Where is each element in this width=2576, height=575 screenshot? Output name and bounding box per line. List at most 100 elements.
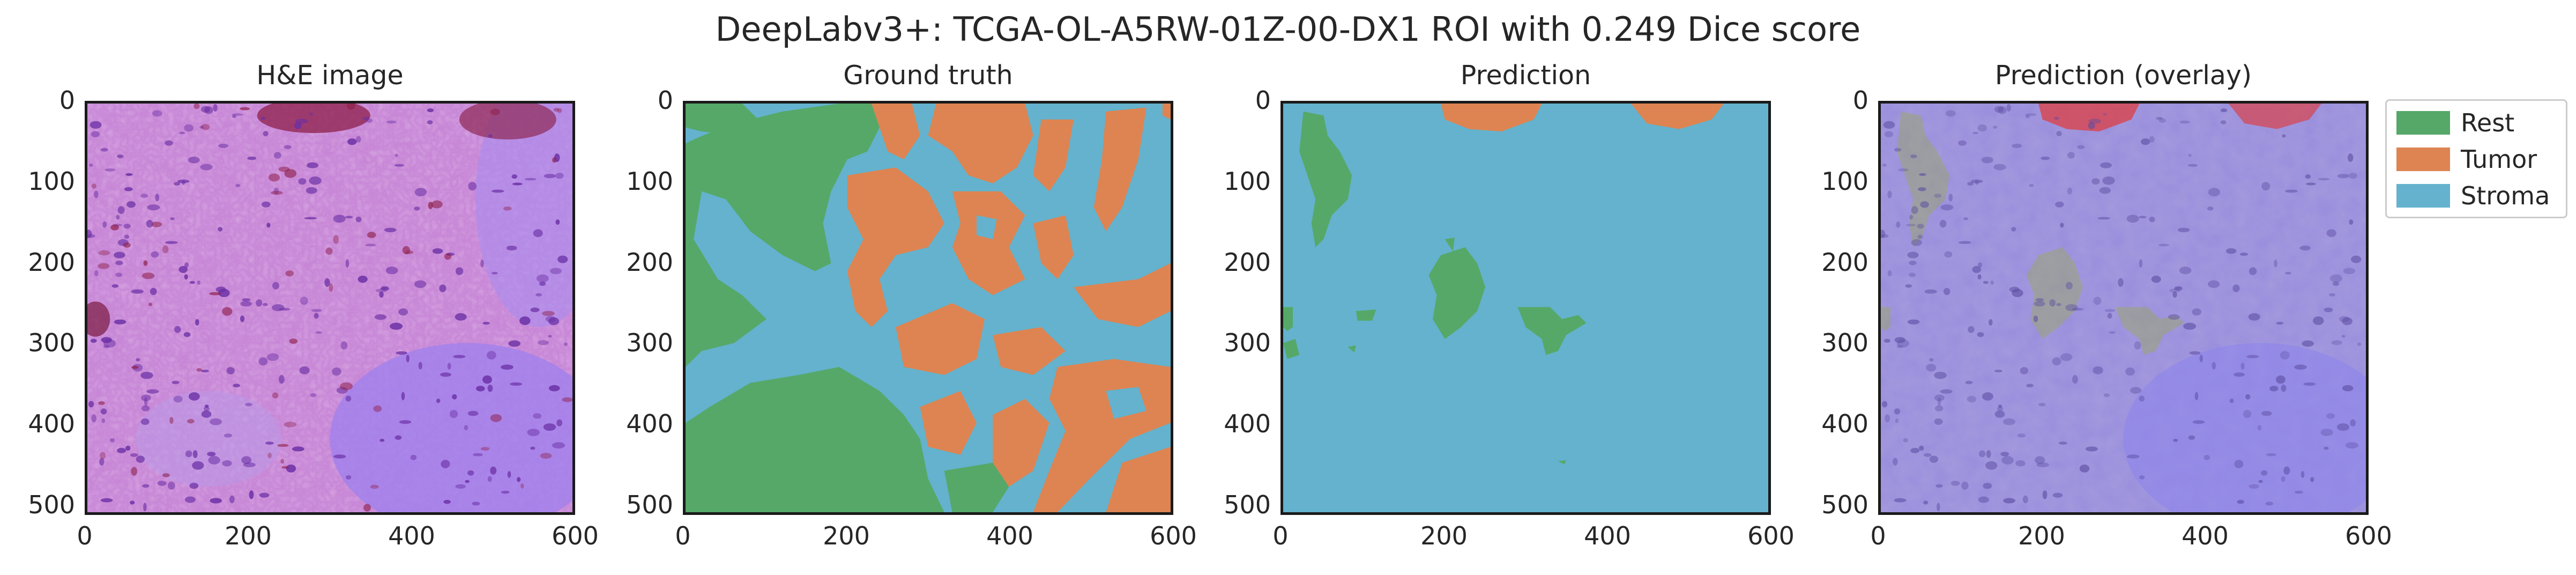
nucleus-mark (1950, 481, 1960, 486)
nucleus-mark (2350, 419, 2356, 426)
nucleus-mark (1937, 503, 1940, 512)
nucleus-mark (1986, 450, 1991, 459)
nucleus-mark (2276, 375, 2285, 384)
legend-swatch-tumor (2396, 148, 2450, 171)
nucleus-mark (2281, 476, 2285, 482)
nucleus-mark (1948, 194, 1953, 202)
he-purple-zone-1 (330, 343, 572, 512)
nucleus-mark (143, 503, 147, 512)
nucleus-mark (384, 227, 397, 232)
nucleus-mark (94, 270, 99, 277)
nucleus-mark (185, 450, 192, 458)
nucleus-mark (271, 190, 283, 195)
nucleus-mark (2233, 372, 2245, 377)
nucleus-mark (2056, 131, 2062, 137)
ytick-label: 300 (28, 328, 75, 358)
nucleus-mark (2302, 340, 2314, 347)
nucleus-mark (555, 219, 560, 225)
nucleus-mark (2337, 174, 2350, 179)
nucleus-mark (2102, 176, 2115, 185)
nucleus-mark (2333, 281, 2340, 286)
nucleus-mark (165, 241, 178, 244)
nucleus-mark (467, 470, 474, 476)
nucleus-mark (130, 453, 138, 457)
nucleus-mark (1978, 496, 1989, 503)
legend-item-stroma: Stroma (2396, 180, 2550, 211)
nucleus-mark (552, 442, 565, 449)
nucleus-mark (1934, 372, 1947, 379)
nucleus-mark (552, 157, 557, 163)
ytick-label: 500 (28, 490, 75, 519)
nucleus-mark (486, 351, 496, 360)
nucleus-mark (2283, 466, 2290, 475)
nucleus-mark (307, 162, 319, 168)
panel-prediction-overlay: Prediction (overlay) (1878, 60, 2369, 515)
nucleus-mark (131, 365, 139, 369)
panel-ground-truth: Ground truth (683, 60, 1173, 515)
he-dark-region-2 (459, 104, 556, 139)
nucleus-mark (2012, 143, 2022, 148)
nucleus-mark (2085, 446, 2098, 452)
nucleus-mark (279, 375, 285, 384)
nucleus-mark (199, 126, 204, 129)
xtick-label: 0 (1272, 521, 1289, 550)
nucleus-mark (453, 355, 466, 358)
nucleus-mark (1989, 319, 1993, 326)
nucleus-mark (240, 107, 250, 110)
pred-rest-5 (1347, 345, 1356, 353)
nucleus-mark (2265, 502, 2274, 506)
pred-rest-8 (1517, 307, 1587, 355)
nucleus-mark (2342, 317, 2353, 326)
nucleus-mark (91, 131, 100, 137)
nucleus-mark (98, 401, 105, 405)
nucleus-mark (543, 423, 556, 431)
nucleus-mark (2158, 118, 2166, 123)
nucleus-mark (125, 173, 133, 176)
nucleus-mark (2003, 498, 2015, 504)
nucleus-mark (241, 456, 252, 465)
nucleus-mark (1920, 201, 1930, 208)
nucleus-mark (1909, 215, 1914, 220)
nucleus-mark (1905, 284, 1912, 288)
nucleus-mark (1907, 319, 1920, 325)
nucleus-mark (201, 124, 210, 130)
nucleus-mark (530, 446, 535, 450)
nucleus-mark (201, 410, 212, 418)
ytick-label: 200 (626, 247, 673, 277)
nucleus-mark (2060, 353, 2073, 361)
nucleus-mark (146, 389, 159, 394)
nucleus-mark (1939, 219, 1947, 228)
nucleus-mark (2207, 280, 2220, 288)
he-image-svg (87, 104, 572, 512)
nucleus-mark (2041, 156, 2050, 160)
nucleus-mark (224, 433, 233, 438)
nucleus-mark (548, 335, 552, 338)
nucleus-mark (1963, 217, 1968, 220)
nucleus-mark (173, 395, 183, 403)
nucleus-mark (100, 148, 108, 152)
nucleus-mark (480, 259, 484, 268)
nucleus-mark (244, 402, 252, 407)
nucleus-mark (447, 363, 451, 370)
nucleus-mark (172, 380, 180, 385)
nucleus-mark (1968, 326, 1975, 333)
xtick-label: 400 (2182, 521, 2229, 550)
pred-rest-2 (1283, 307, 1293, 331)
nucleus-mark (222, 307, 233, 316)
nucleus-mark (1972, 131, 1979, 135)
nucleus-mark (1884, 131, 1894, 137)
nucleus-mark (1896, 221, 1901, 228)
nucleus-mark (356, 136, 361, 143)
nucleus-mark (272, 392, 279, 399)
panel-title-prediction: Prediction (1460, 60, 1591, 91)
nucleus-mark (197, 280, 200, 285)
xtick-label: 200 (1420, 521, 1468, 550)
nucleus-mark (2103, 393, 2110, 397)
nucleus-mark (218, 143, 229, 148)
nucleus-mark (556, 419, 563, 426)
nucleus-mark (152, 110, 162, 117)
nucleus-mark (2299, 245, 2311, 250)
nucleus-mark (379, 291, 384, 298)
nucleus-mark (468, 182, 477, 191)
nucleus-mark (2097, 217, 2111, 220)
